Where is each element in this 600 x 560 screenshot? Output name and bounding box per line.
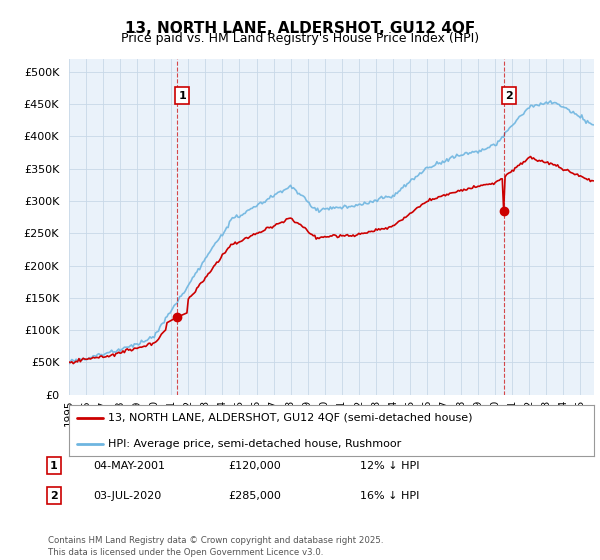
Text: 03-JUL-2020: 03-JUL-2020 <box>93 491 161 501</box>
Text: £285,000: £285,000 <box>228 491 281 501</box>
Text: Contains HM Land Registry data © Crown copyright and database right 2025.
This d: Contains HM Land Registry data © Crown c… <box>48 536 383 557</box>
Text: 13, NORTH LANE, ALDERSHOT, GU12 4QF: 13, NORTH LANE, ALDERSHOT, GU12 4QF <box>125 21 475 36</box>
Text: 13, NORTH LANE, ALDERSHOT, GU12 4QF (semi-detached house): 13, NORTH LANE, ALDERSHOT, GU12 4QF (sem… <box>109 413 473 423</box>
Text: HPI: Average price, semi-detached house, Rushmoor: HPI: Average price, semi-detached house,… <box>109 438 401 449</box>
Text: 04-MAY-2001: 04-MAY-2001 <box>93 461 165 471</box>
Text: Price paid vs. HM Land Registry's House Price Index (HPI): Price paid vs. HM Land Registry's House … <box>121 32 479 45</box>
Text: 1: 1 <box>50 461 58 471</box>
Text: £120,000: £120,000 <box>228 461 281 471</box>
Text: 1: 1 <box>178 91 186 101</box>
Text: 2: 2 <box>505 91 512 101</box>
Text: 12% ↓ HPI: 12% ↓ HPI <box>360 461 419 471</box>
Text: 16% ↓ HPI: 16% ↓ HPI <box>360 491 419 501</box>
Text: 2: 2 <box>50 491 58 501</box>
